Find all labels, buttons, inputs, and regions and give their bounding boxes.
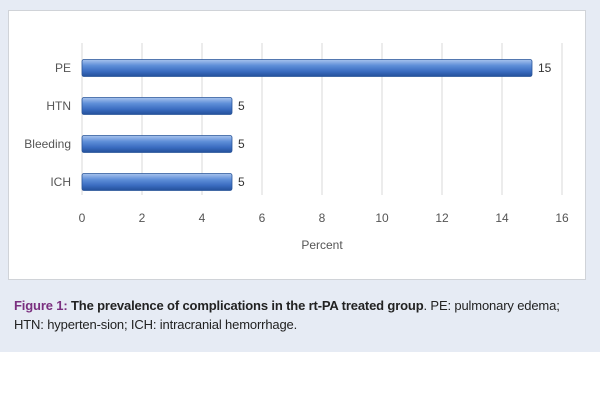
bars [81, 59, 533, 191]
category-label: ICH [50, 175, 71, 189]
labels: 0 2 4 6 8 10 12 14 16 PE 15 HTN 5 Bleeding 5 ICH 5 Percen… [24, 61, 569, 252]
bar-htn [81, 97, 233, 115]
figure-caption: Figure 1: The prevalence of complication… [14, 296, 589, 334]
caption-label: Figure 1: [14, 298, 68, 313]
data-label: 5 [238, 137, 245, 151]
data-label: 15 [538, 61, 552, 75]
x-tick-label: 16 [555, 211, 569, 225]
data-label: 5 [238, 175, 245, 189]
x-tick-label: 4 [199, 211, 206, 225]
category-label: HTN [46, 99, 71, 113]
caption-body: . PE: pulmonary edema; HTN: hyperten-sio… [14, 298, 560, 332]
x-tick-label: 14 [495, 211, 509, 225]
x-tick-label: 12 [435, 211, 449, 225]
data-label: 5 [238, 99, 245, 113]
chart-container: 0 2 4 6 8 10 12 14 16 PE 15 HTN 5 Bleeding 5 ICH 5 Percen… [8, 10, 586, 280]
bar-pe [81, 59, 533, 77]
bar-chart: 0 2 4 6 8 10 12 14 16 PE 15 HTN 5 Bleeding 5 ICH 5 Percen… [24, 43, 569, 252]
figure-panel: 0 2 4 6 8 10 12 14 16 PE 15 HTN 5 Bleeding 5 ICH 5 Percen… [0, 0, 600, 352]
x-tick-label: 2 [139, 211, 146, 225]
x-tick-label: 8 [319, 211, 326, 225]
caption-title: The prevalence of complications in the r… [71, 298, 424, 313]
category-label: Bleeding [24, 137, 71, 151]
bar-bleeding [81, 135, 233, 153]
bar-ich [81, 173, 233, 191]
x-tick-label: 10 [375, 211, 389, 225]
x-tick-label: 0 [79, 211, 86, 225]
category-label: PE [55, 61, 71, 75]
x-axis-title: Percent [301, 238, 343, 252]
x-tick-label: 6 [259, 211, 266, 225]
